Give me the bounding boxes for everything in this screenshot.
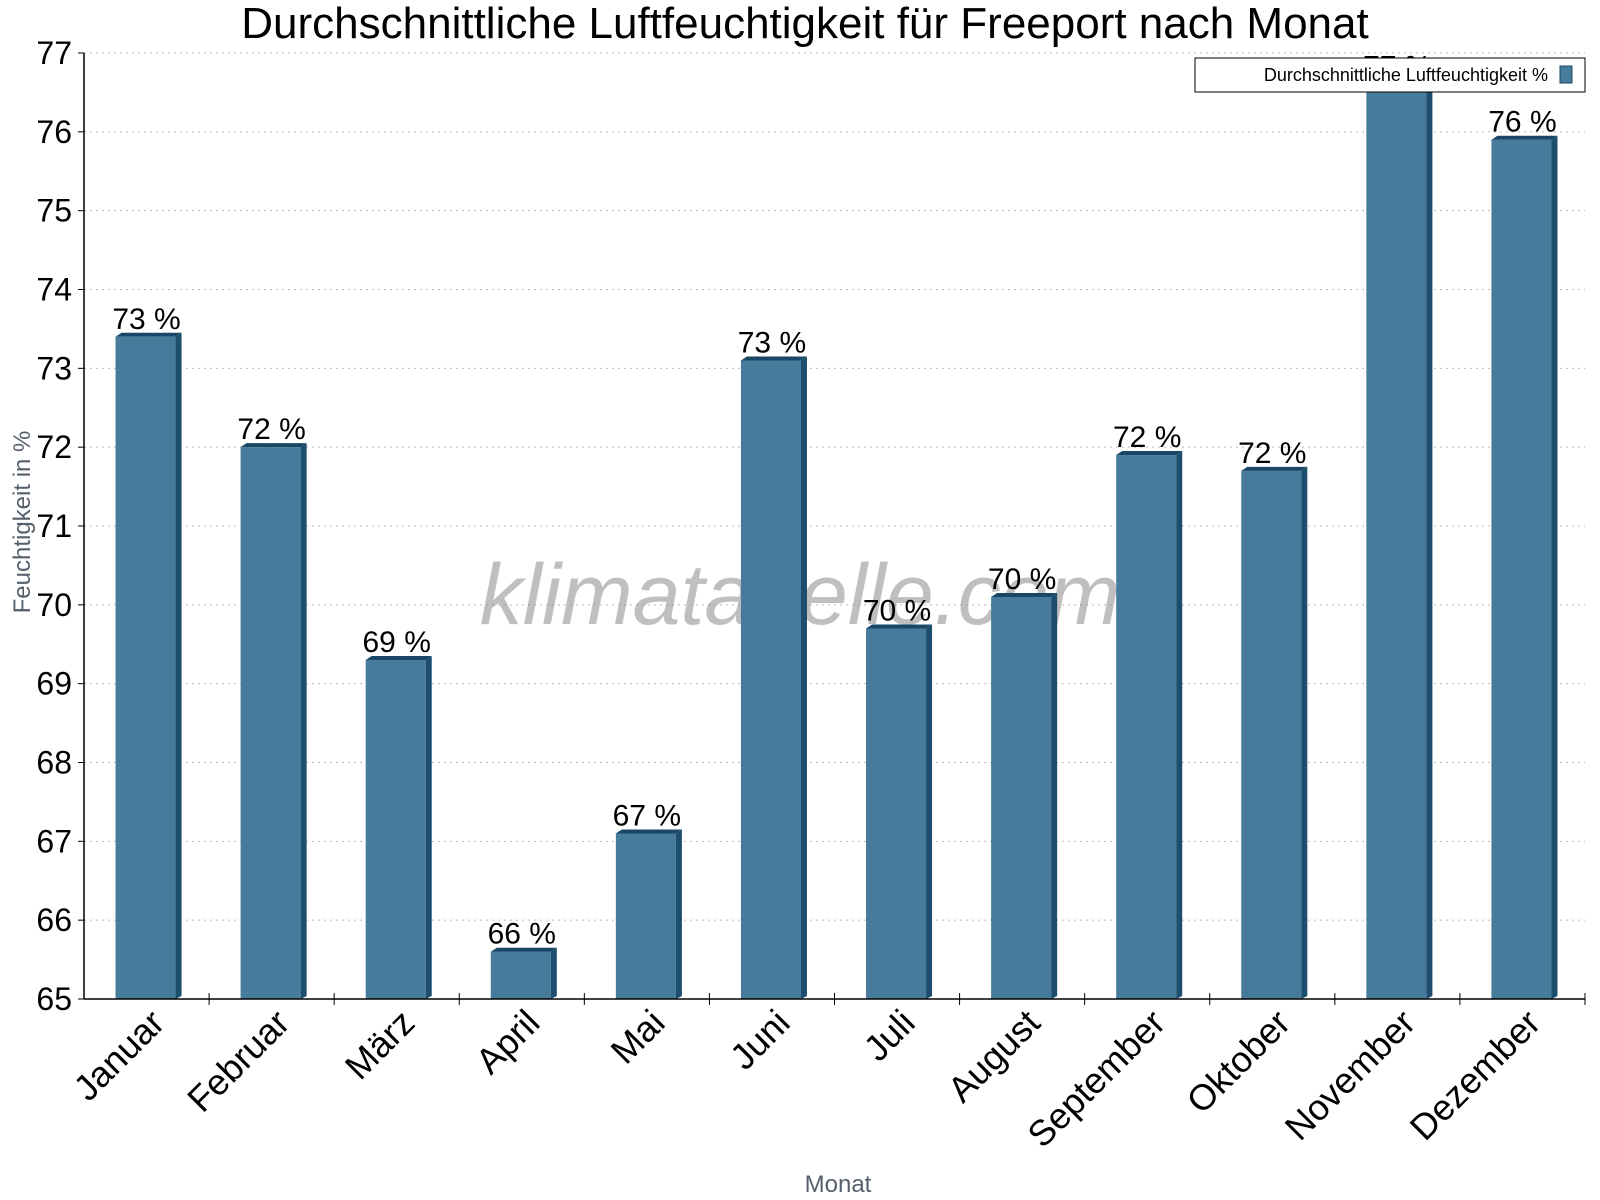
y-tick-label: 73 [36, 350, 72, 386]
y-tick-label: 67 [36, 823, 72, 859]
x-category-label: März [337, 1002, 423, 1088]
bar-side [425, 656, 432, 999]
y-tick-label: 71 [36, 508, 72, 544]
x-category-label: Oktober [1178, 1002, 1298, 1122]
bar-top [991, 592, 1058, 597]
data-label: 70 % [988, 563, 1056, 596]
y-tick-label: 70 [36, 587, 72, 623]
x-category-label: Juni [722, 1002, 798, 1078]
bar-side [675, 829, 682, 999]
legend: Durchschnittliche Luftfeuchtigkeit % [1194, 57, 1586, 93]
data-label: 69 % [363, 626, 431, 659]
legend-swatch [1559, 65, 1573, 84]
bar-side [175, 332, 182, 999]
y-tick-label: 75 [36, 193, 72, 229]
bar-top [365, 656, 432, 661]
bar-top [1116, 451, 1183, 456]
bar-top [1241, 466, 1308, 471]
bar-side [550, 947, 557, 999]
bar-side [1176, 451, 1183, 999]
bar-top [1491, 135, 1558, 140]
legend-box [1194, 57, 1586, 93]
bar [365, 660, 426, 999]
data-label: 72 % [237, 413, 305, 446]
bar [490, 951, 551, 999]
bar-side [1551, 135, 1558, 999]
y-tick-label: 68 [36, 745, 72, 781]
bar-side [1051, 592, 1058, 999]
y-tick-label: 65 [36, 981, 72, 1017]
y-tick-label: 76 [36, 114, 72, 150]
bar-side [926, 624, 933, 999]
x-category-label: November [1277, 1002, 1423, 1148]
bar [1491, 139, 1552, 999]
bar [615, 833, 676, 999]
bar-side [1426, 80, 1433, 1000]
bar [1241, 470, 1302, 1000]
data-label: 66 % [488, 918, 556, 951]
bar [240, 447, 301, 1000]
bar-top [490, 947, 557, 952]
y-tick-label: 77 [36, 35, 72, 71]
data-labels: 73 % 72 % 69 % 66 % 67 % 73 % 70 % 70 % 72 % 72 %… [112, 51, 1556, 951]
y-tick-label: 66 [36, 902, 72, 938]
y-tick-label: 74 [36, 272, 72, 308]
bar-top [240, 443, 307, 448]
bar-top [615, 829, 682, 834]
x-category-label: April [468, 1002, 548, 1082]
data-label: 73 % [738, 326, 806, 359]
y-tick-label: 69 [36, 666, 72, 702]
chart-title: Durchschnittliche Luftfeuchtigkeit für F… [241, 0, 1368, 48]
bar-top [866, 624, 933, 629]
bar [991, 596, 1052, 999]
data-label: 67 % [613, 799, 681, 832]
x-category-label: Mai [603, 1002, 673, 1072]
bar-side [1301, 466, 1308, 1000]
x-axis-title: Monat [805, 1171, 872, 1198]
x-category-label: Juli [856, 1002, 923, 1069]
bar-side [300, 443, 307, 1000]
bar [866, 628, 927, 999]
bars [115, 80, 1558, 1000]
bar-side [800, 356, 807, 999]
x-category-label: Januar [65, 1002, 172, 1109]
x-category-label: Februar [179, 1002, 297, 1120]
y-tick-label: 72 [36, 429, 72, 465]
x-category-label: August [940, 1002, 1048, 1110]
bar-top [740, 356, 807, 361]
data-label: 70 % [863, 594, 931, 627]
bar [1366, 84, 1427, 1000]
bar [115, 336, 176, 999]
legend-label: Durchschnittliche Luftfeuchtigkeit % [1264, 65, 1548, 85]
bar [740, 360, 801, 999]
grid-lines [84, 52, 1585, 921]
data-label: 72 % [1238, 437, 1306, 470]
x-category-label: Dezember [1402, 1002, 1548, 1148]
data-label: 76 % [1488, 106, 1556, 139]
y-axis-title: Feuchtigkeit in % [9, 431, 36, 614]
data-label: 73 % [112, 303, 180, 336]
x-category-label: September [1019, 1002, 1173, 1156]
bar-top [115, 332, 182, 337]
bar [1116, 455, 1177, 999]
data-label: 72 % [1113, 421, 1181, 454]
